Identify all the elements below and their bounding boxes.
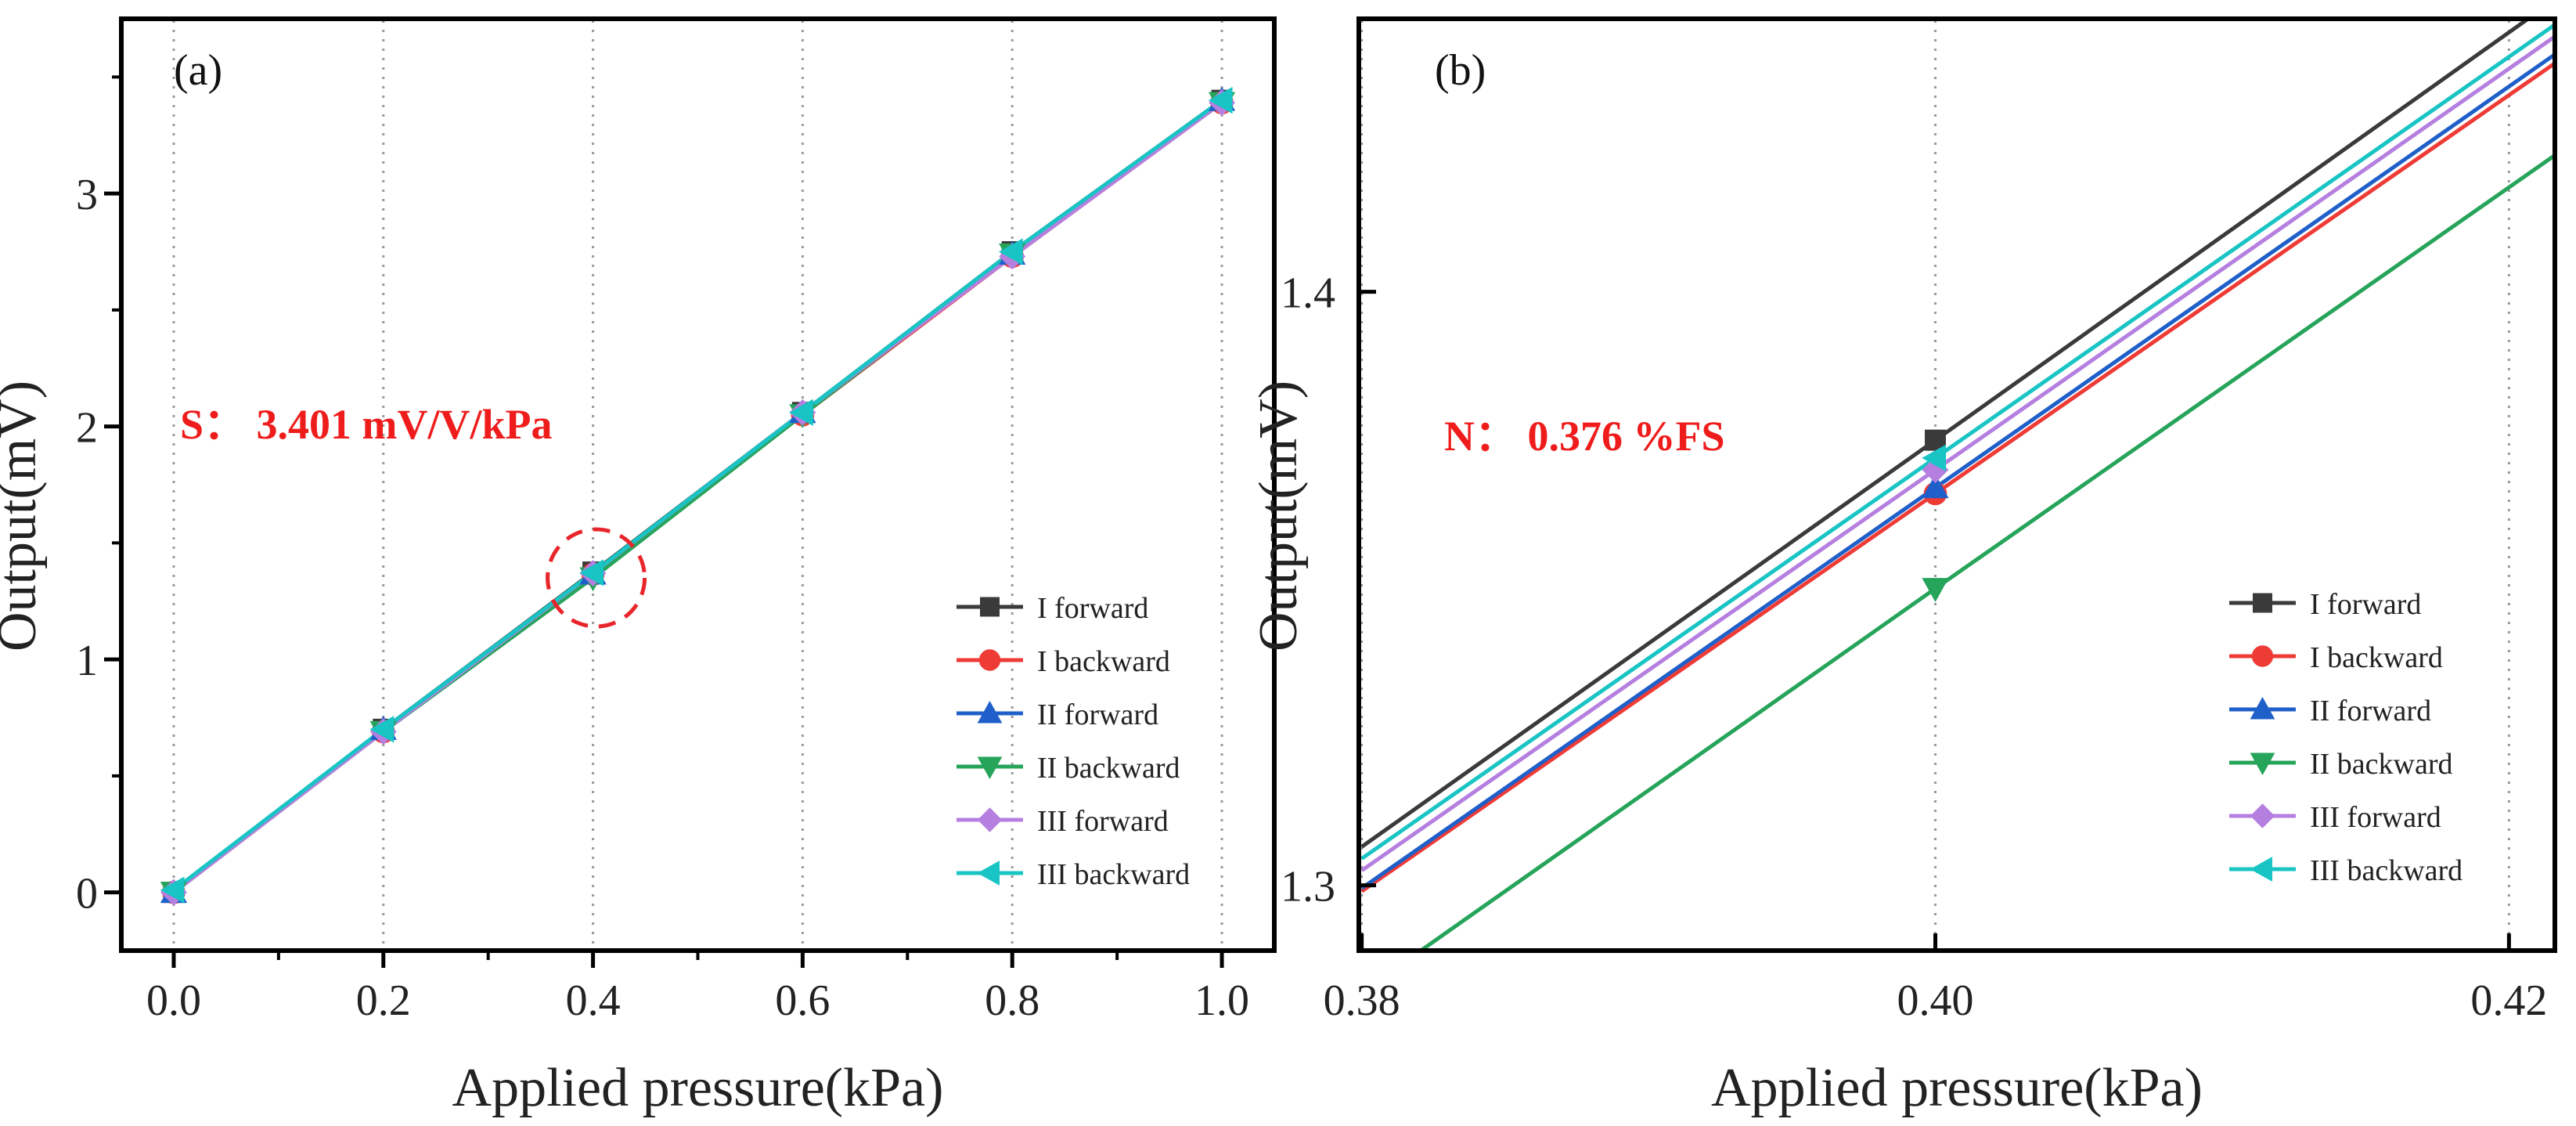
legend-swatch-marker — [2251, 645, 2274, 667]
x-tick-label: 0.6 — [775, 976, 830, 1025]
legend-label: III forward — [1037, 805, 1169, 838]
legend-item: I forward — [957, 592, 1148, 625]
legend-label: II forward — [1037, 698, 1158, 731]
legend-item: I backward — [957, 645, 1170, 678]
legend-label: I forward — [2310, 588, 2421, 621]
legend-label: III forward — [2310, 801, 2441, 834]
data-point — [1922, 578, 1949, 602]
legend-swatch-marker — [2253, 593, 2272, 613]
legend-item: I forward — [2229, 588, 2421, 621]
annotation: S： 3.401 mV/V/kPa — [180, 401, 553, 448]
y-tick-label: 0 — [76, 870, 98, 918]
legend-label: II backward — [2310, 748, 2453, 781]
x-tick-label: 0.38 — [1324, 976, 1400, 1025]
x-tick-label: 0.40 — [1897, 976, 1974, 1025]
legend-swatch-marker — [977, 807, 1003, 832]
legend-label: I forward — [1037, 592, 1148, 625]
legend-swatch-marker — [2250, 803, 2275, 828]
plot-area — [1360, 19, 2555, 951]
legend-swatch-marker — [977, 756, 1003, 780]
data-point — [1922, 444, 1947, 471]
series-line-6 — [172, 99, 1223, 892]
x-axis-label: Applied pressure(kPa) — [452, 1058, 944, 1118]
legend-swatch-marker — [2250, 696, 2275, 720]
axes-frame — [1356, 16, 2557, 953]
y-axis-label: Output(mV) — [1248, 381, 1309, 651]
legend-item: III forward — [2229, 801, 2441, 834]
legend-item: II backward — [2229, 748, 2453, 781]
legend-swatch-marker — [2250, 857, 2272, 882]
legend-item: II backward — [957, 752, 1180, 785]
legend-swatch-marker — [977, 700, 1003, 724]
x-tick-label: 0.0 — [146, 976, 201, 1025]
legend-swatch-marker — [977, 861, 1000, 886]
data-point — [1922, 474, 1949, 499]
legend-swatch-marker — [2250, 752, 2275, 776]
panel-label: (b) — [1435, 46, 1486, 95]
data-point — [1208, 87, 1233, 114]
legend-item: I backward — [2229, 641, 2443, 674]
legend-swatch-marker — [978, 649, 1001, 671]
data-point — [160, 876, 185, 904]
legend-item: II forward — [957, 698, 1158, 731]
y-tick-label: 1.3 — [1281, 863, 1335, 911]
legend-label: III backward — [1037, 858, 1190, 891]
legend-label: II backward — [1037, 752, 1180, 785]
x-tick-label: 1.0 — [1194, 976, 1249, 1025]
y-tick-label: 3 — [76, 171, 98, 219]
x-tick-label: 0.42 — [2470, 976, 2547, 1025]
legend: I forward I backward II forward II backward… — [2229, 588, 2463, 887]
y-axis-label: Output(mV) — [0, 381, 48, 651]
legend: I forward I backward II forward II backward… — [957, 592, 1190, 891]
x-tick-label: 0.4 — [566, 976, 621, 1025]
highlight-circle — [546, 527, 647, 629]
panel-a: 0.0 0.2 0.4 0.6 0.8 1.0 0 1 2 3 (a) S： 3.401 mV/V/k… — [0, 16, 1277, 1118]
data-point — [998, 238, 1023, 265]
x-tick-label: 0.8 — [985, 976, 1039, 1025]
data-point — [789, 399, 813, 426]
x-axis-label: Applied pressure(kPa) — [1711, 1058, 2203, 1118]
legend-label: I backward — [2310, 641, 2443, 674]
data-point — [1925, 429, 1947, 451]
legend-item: III backward — [2229, 854, 2463, 887]
y-tick-label: 1 — [76, 637, 98, 685]
y-tick-label: 1.4 — [1281, 269, 1335, 318]
panel-label: (a) — [174, 46, 222, 95]
legend-label: III backward — [2310, 854, 2463, 887]
x-tick-label: 0.2 — [356, 976, 411, 1025]
legend-item: II forward — [2229, 695, 2431, 727]
plot-area — [160, 86, 1236, 906]
data-point — [579, 559, 604, 586]
panel-b: 0.38 0.40 0.42 1.3 1.4 (b) N： 0.376 %FS Applied… — [1248, 16, 2557, 1118]
legend-label: I backward — [1037, 645, 1170, 678]
legend-label: II forward — [2310, 695, 2431, 727]
legend-item: III forward — [957, 805, 1169, 838]
annotation: N： 0.376 %FS — [1444, 413, 1725, 460]
y-tick-label: 2 — [76, 404, 98, 453]
legend-item: III backward — [957, 858, 1190, 891]
legend-swatch-marker — [980, 597, 1000, 617]
data-point — [369, 716, 395, 743]
